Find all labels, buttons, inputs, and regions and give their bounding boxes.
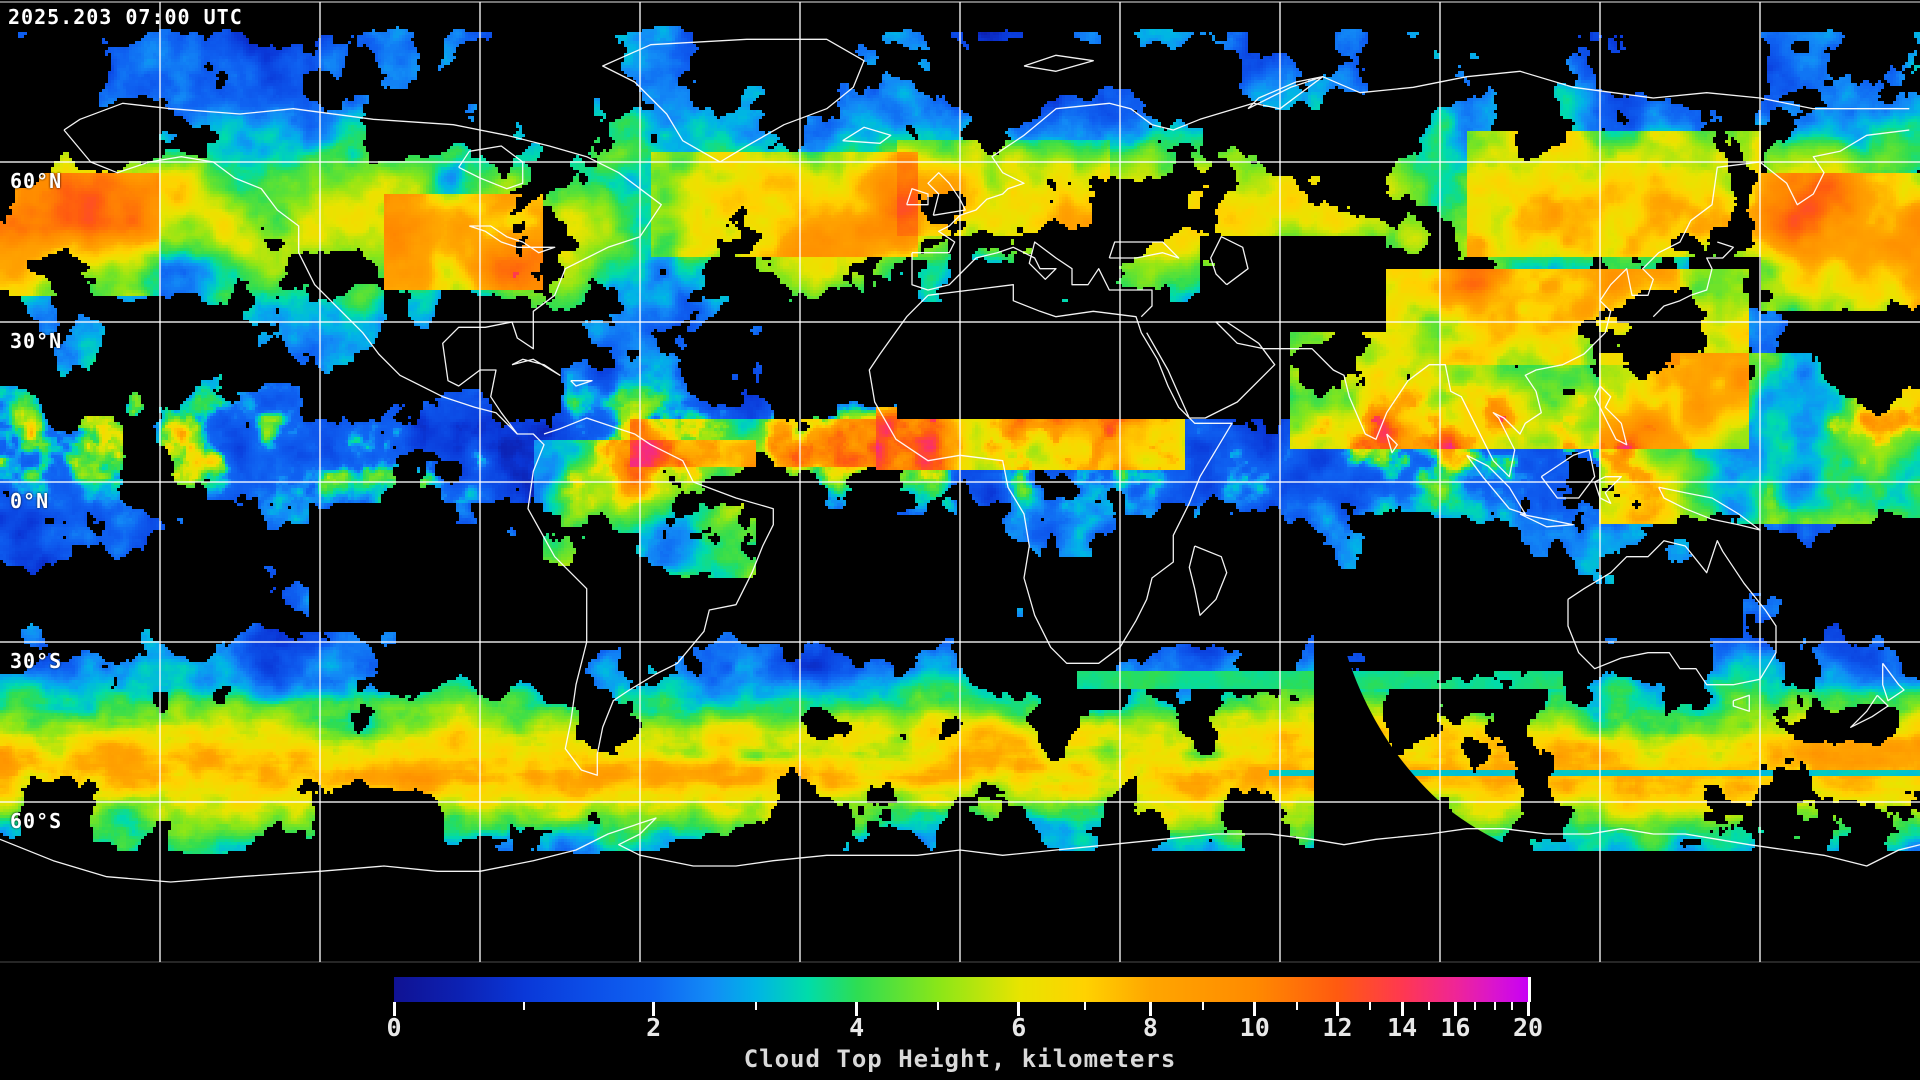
latitude-label: 30°S	[10, 649, 63, 673]
colorbar-major-tick	[392, 1002, 396, 1016]
coastline-segment	[1108, 241, 1180, 259]
coastline-segment	[1882, 662, 1905, 702]
coastline-segment	[570, 380, 593, 387]
colorbar-minor-tick	[1083, 1002, 1086, 1010]
colorbar-minor-tick	[1473, 1002, 1476, 1010]
graticule	[0, 1, 1920, 963]
colorbar-major-tick	[1400, 1002, 1404, 1016]
coastline-segment	[912, 70, 1910, 254]
colorbar-tick-label: 6	[1011, 1013, 1027, 1042]
colorbar-major-tick	[1017, 1002, 1021, 1016]
colorbar-tick-label: 12	[1322, 1013, 1353, 1042]
coastline-segment	[458, 145, 524, 190]
coastline-segment	[1188, 545, 1228, 616]
coastline-segment	[1658, 486, 1761, 531]
coastline-segment	[1594, 385, 1628, 446]
coastline-segment	[906, 188, 929, 206]
coastline-segment	[63, 129, 774, 776]
coastline-segment	[511, 358, 561, 376]
coastline-segment	[1146, 129, 1910, 478]
colorbar-minor-tick	[1494, 1002, 1497, 1010]
colorbar-major-tick	[1148, 1002, 1152, 1016]
colorbar	[394, 977, 1531, 1002]
coastline-segment	[1850, 694, 1889, 728]
colorbar-major-tick	[855, 1002, 859, 1016]
colorbar-minor-tick	[1511, 1002, 1514, 1010]
coastline-segment	[1386, 433, 1398, 454]
coastline-segment	[1466, 454, 1526, 515]
coastline-segment	[911, 241, 1153, 318]
coastline-segment	[1594, 476, 1622, 504]
colorbar-major-tick	[1335, 1002, 1339, 1016]
colorbar-major-tick	[652, 1002, 656, 1016]
coastline-segment	[1732, 694, 1750, 712]
coastline-segment	[868, 284, 1233, 664]
coastline-segment	[1567, 540, 1777, 686]
coastlines	[0, 38, 1920, 883]
coastline-segment	[842, 126, 892, 144]
colorbar-gradient	[394, 977, 1531, 1002]
colorbar-tick-label: 4	[849, 1013, 865, 1042]
latitude-label: 0°N	[10, 489, 50, 513]
colorbar-tick-label: 8	[1142, 1013, 1158, 1042]
coastline-segment	[1652, 241, 1734, 318]
colorbar-tick-label: 16	[1440, 1013, 1471, 1042]
coastline-segment	[469, 225, 556, 254]
data-gap-wedge	[1314, 617, 1640, 906]
timestamp: 2025.203 07:00 UTC	[8, 5, 243, 29]
colorbar-tick-label: 10	[1239, 1013, 1270, 1042]
colorbar-tick-label: 0	[386, 1013, 402, 1042]
coastline-segment	[63, 102, 662, 435]
colorbar-minor-tick	[754, 1002, 757, 1010]
coastline-segment	[1023, 54, 1094, 72]
colorbar-tick-label: 14	[1387, 1013, 1418, 1042]
colorbar-tick-label: 2	[646, 1013, 662, 1042]
latitude-label: 60°S	[10, 809, 63, 833]
coastline-segment	[0, 817, 1920, 883]
colorbar-minor-tick	[523, 1002, 526, 1010]
colorbar-title: Cloud Top Height, kilometers	[743, 1045, 1177, 1073]
coastline-segment	[1210, 236, 1249, 286]
coastline-segment	[1540, 449, 1596, 499]
coastline-segment	[1519, 513, 1574, 528]
latitude-label: 30°N	[10, 329, 63, 353]
coastline-segment	[927, 172, 966, 216]
colorbar-minor-tick	[1295, 1002, 1298, 1010]
colorbar-major-tick	[1526, 1002, 1530, 1016]
colorbar-tick-label: 20	[1512, 1013, 1544, 1042]
colorbar-minor-tick	[1369, 1002, 1372, 1010]
coastline-segment	[1247, 76, 1324, 110]
colorbar-minor-tick	[1201, 1002, 1204, 1010]
colorbar-major-tick	[1453, 1002, 1457, 1016]
latitude-label: 60°N	[10, 169, 63, 193]
coastline-segment	[602, 38, 865, 163]
colorbar-minor-tick	[1428, 1002, 1431, 1010]
colorbar-minor-tick	[937, 1002, 940, 1010]
colorbar-major-tick	[1253, 1002, 1257, 1016]
